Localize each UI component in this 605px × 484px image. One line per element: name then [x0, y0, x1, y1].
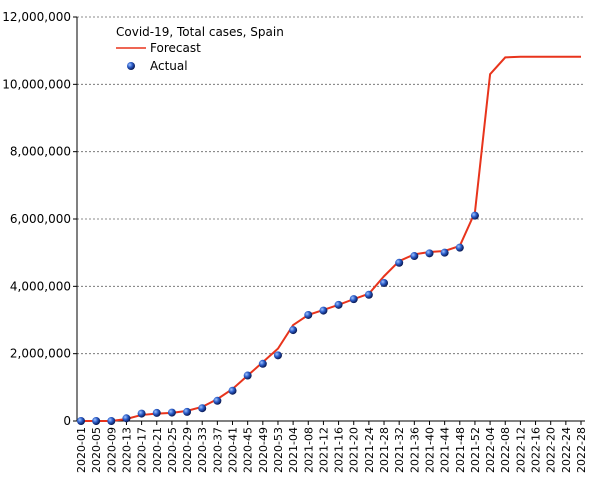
x-tick-label: 2022-08	[499, 427, 512, 473]
actual-point	[152, 408, 161, 417]
y-tick-label: 6,000,000	[10, 212, 71, 226]
legend-label: Forecast	[150, 41, 201, 55]
x-tick-label: 2021-28	[378, 427, 391, 473]
x-tick-label: 2022-24	[560, 427, 573, 473]
x-tick-label: 2020-37	[211, 427, 224, 473]
x-tick-label: 2022-04	[484, 427, 497, 473]
x-tick-label: 2020-49	[257, 427, 270, 473]
y-tick-label: 4,000,000	[10, 279, 71, 293]
x-tick-label: 2021-32	[393, 427, 406, 473]
actual-point	[470, 211, 479, 220]
actual-point	[228, 386, 237, 395]
x-tick-label: 2020-41	[227, 427, 240, 473]
x-tick-label: 2021-48	[454, 427, 467, 473]
x-tick-label: 2021-24	[363, 427, 376, 473]
actual-point	[364, 290, 373, 299]
actual-point	[107, 417, 116, 425]
y-tick-label: 8,000,000	[10, 145, 71, 159]
actual-point	[395, 258, 404, 267]
x-tick-label: 2022-12	[514, 427, 527, 473]
x-tick-label: 2020-25	[166, 427, 179, 473]
x-tick-label: 2020-53	[272, 427, 285, 473]
actual-point	[455, 243, 464, 252]
actual-point	[289, 326, 298, 335]
x-tick-label: 2020-17	[136, 427, 149, 473]
y-tick-label: 10,000,000	[2, 77, 71, 91]
x-tick-label: 2020-45	[242, 427, 255, 473]
actual-point	[258, 359, 267, 368]
actual-point	[304, 310, 313, 319]
x-tick-label: 2022-28	[575, 427, 588, 473]
chart-title: Covid-19, Total cases, Spain	[116, 25, 284, 39]
x-tick-label: 2021-16	[333, 427, 346, 473]
y-tick-label: 12,000,000	[2, 10, 71, 24]
actual-point	[77, 417, 85, 425]
x-tick-label: 2021-08	[302, 427, 315, 473]
x-tick-label: 2021-52	[469, 427, 482, 473]
x-tick-label: 2021-36	[408, 427, 421, 473]
x-tick-label: 2021-40	[423, 427, 436, 473]
x-tick-label: 2021-04	[287, 427, 300, 473]
actual-point	[380, 278, 389, 287]
x-tick-label: 2020-01	[75, 427, 88, 473]
actual-point	[183, 407, 192, 416]
actual-point	[213, 396, 222, 405]
x-tick-label: 2020-33	[196, 427, 209, 473]
x-tick-label: 2021-44	[439, 427, 452, 473]
y-tick-label: 2,000,000	[10, 347, 71, 361]
actual-point	[122, 414, 131, 423]
actual-point	[425, 249, 434, 258]
legend-label: Actual	[150, 59, 188, 73]
actual-point	[319, 306, 328, 315]
x-tick-label: 2020-29	[181, 427, 194, 473]
x-tick-label: 2020-13	[120, 427, 133, 473]
actual-point	[167, 408, 176, 417]
x-tick-label: 2022-16	[530, 427, 543, 473]
x-tick-label: 2020-09	[105, 427, 118, 473]
x-tick-label: 2021-12	[317, 427, 330, 473]
x-tick-label: 2022-20	[545, 427, 558, 473]
actual-point	[410, 252, 419, 261]
actual-point	[92, 417, 101, 425]
actual-point	[198, 404, 207, 413]
x-tick-label: 2020-21	[151, 427, 164, 473]
actual-point	[137, 409, 146, 418]
actual-point	[440, 248, 449, 257]
actual-point	[349, 295, 358, 304]
x-tick-label: 2021-20	[348, 427, 361, 473]
actual-point	[334, 300, 343, 309]
x-tick-label: 2020-05	[90, 427, 103, 473]
actual-point	[243, 371, 252, 380]
y-tick-label: 0	[63, 414, 71, 428]
legend-swatch	[127, 62, 135, 70]
actual-point	[273, 351, 282, 360]
forecast-line	[81, 55, 581, 422]
